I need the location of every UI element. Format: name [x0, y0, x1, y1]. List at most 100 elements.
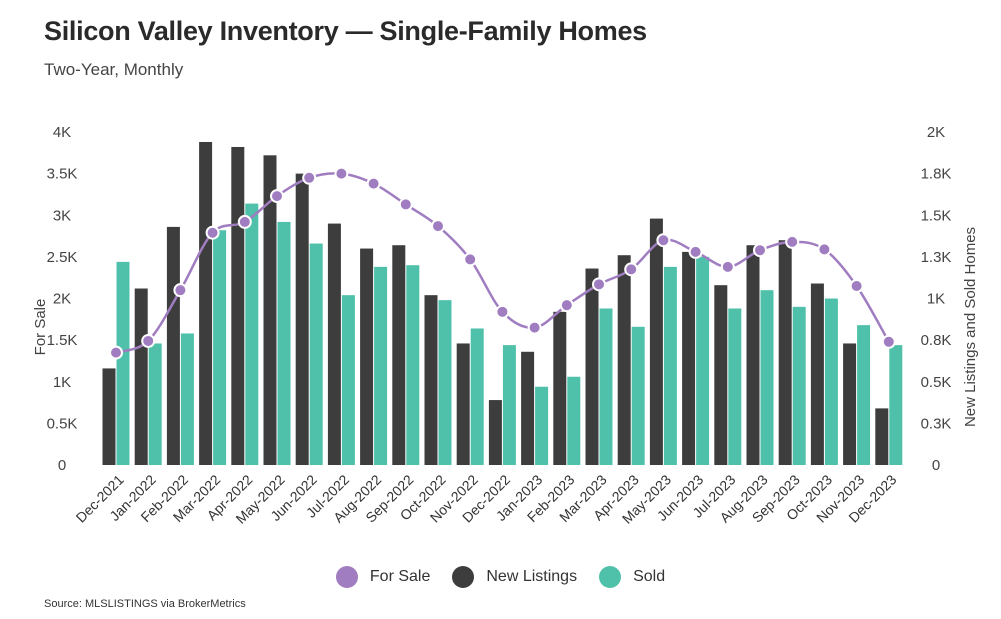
for-sale-point	[109, 345, 123, 360]
new-listings-bar	[521, 351, 535, 465]
legend-label-for-sale: For Sale	[369, 568, 431, 585]
new-listings-bar	[778, 240, 792, 465]
for-sale-point	[720, 259, 735, 274]
new-listings-bar	[231, 146, 245, 466]
for-sale-point	[398, 197, 413, 212]
for-sale-point	[624, 262, 639, 277]
new-listings-bar	[199, 141, 213, 466]
right-axis-tick-label: 1K	[927, 291, 945, 308]
legend-swatch-for-sale	[335, 566, 358, 588]
new-listings-bar	[456, 343, 470, 465]
sold-bar	[696, 256, 710, 465]
right-axis-tick-label: 0	[932, 457, 940, 474]
left-axis-tick-label: 0.5K	[47, 415, 78, 432]
new-listings-bar	[553, 311, 567, 465]
new-listings-bar	[810, 283, 824, 465]
sold-bar	[213, 230, 227, 465]
new-listings-bar	[843, 343, 857, 465]
for-sale-point	[592, 277, 606, 292]
left-axis-tick-label: 1K	[53, 374, 71, 391]
sold-bar	[728, 308, 742, 465]
right-axis-tick-label: 1.3K	[921, 249, 952, 266]
sold-bar	[148, 343, 162, 465]
for-sale-point	[366, 176, 381, 191]
sold-bar	[277, 221, 291, 465]
new-listings-bar	[263, 155, 277, 465]
new-listings-bar	[585, 268, 599, 465]
sold-bar	[245, 203, 259, 465]
for-sale-point	[495, 304, 510, 319]
for-sale-point	[785, 234, 800, 249]
new-listings-bar	[392, 245, 406, 465]
for-sale-point	[849, 279, 864, 294]
new-listings-bar	[682, 251, 696, 465]
new-listings-bar	[166, 226, 180, 465]
right-axis-tick-label: 0.3K	[921, 415, 952, 432]
for-sale-point	[527, 320, 542, 335]
sold-bar	[470, 328, 484, 465]
for-sale-point	[817, 242, 832, 257]
new-listings-bar	[714, 285, 728, 465]
new-listings-bar	[746, 245, 760, 465]
right-axis-tick-label: 0.5K	[921, 374, 952, 391]
right-axis-tick-label: 1.8K	[921, 166, 952, 183]
sold-bar	[341, 295, 355, 465]
sold-bar	[889, 345, 903, 465]
left-axis-tick-label: 1.5K	[47, 332, 78, 349]
legend-label-sold: Sold	[633, 568, 666, 585]
for-sale-point	[753, 243, 767, 258]
sold-bar	[116, 261, 130, 465]
for-sale-point	[237, 214, 252, 229]
sold-bar	[631, 326, 645, 465]
left-axis-tick-label: 2.5K	[47, 249, 78, 266]
new-listings-bar	[488, 400, 502, 465]
new-listings-bar	[134, 288, 148, 465]
new-listings-bar	[295, 173, 309, 465]
sold-bar	[663, 266, 677, 465]
for-sale-point	[302, 170, 317, 185]
new-listings-bar	[102, 368, 116, 465]
sold-bar	[309, 243, 323, 465]
chart-plot: 0 0.5K 1K 1.5K 2K 2.5K 3K 3.5K 4K 0 0.3K 0.5K 0.8K 1K…	[32, 124, 979, 527]
legend-item-for-sale[interactable]: For Sale	[335, 566, 431, 588]
legend-swatch-new-listings	[452, 566, 475, 588]
legend-label-new-listings: New Listings	[486, 568, 578, 585]
left-axis-tick-label: 4K	[53, 124, 71, 141]
right-axis-title: New Listings and Sold Homes	[962, 227, 979, 427]
for-sale-point	[559, 298, 574, 313]
for-sale-point	[431, 219, 445, 234]
sold-bar	[567, 376, 581, 465]
sold-bar	[374, 266, 388, 465]
for-sale-point	[656, 233, 671, 248]
legend-item-new-listings[interactable]: New Listings	[452, 566, 577, 588]
right-axis-tick-label: 2K	[927, 124, 945, 141]
sold-bar	[406, 265, 420, 465]
left-axis-tick-label: 0	[58, 457, 66, 474]
source-note: Source: MLSLISTINGS via BrokerMetrics	[44, 598, 246, 610]
new-listings-bar	[617, 255, 631, 465]
chart-legend: For Sale New Listings Sold	[0, 566, 1001, 588]
right-axis-tick-label: 0.8K	[921, 332, 952, 349]
new-listings-bar	[875, 408, 889, 465]
chart-title: Silicon Valley Inventory — Single-Family…	[44, 16, 647, 46]
chart-subtitle: Two-Year, Monthly	[44, 60, 184, 79]
left-axis-tick-label: 2K	[53, 291, 71, 308]
for-sale-point	[270, 189, 284, 204]
sold-bar	[438, 300, 452, 465]
left-axis-tick-label: 3K	[53, 207, 71, 224]
sold-bar	[535, 386, 549, 465]
left-axis-tick-label: 3.5K	[47, 166, 78, 183]
sold-bar	[760, 290, 774, 465]
legend-swatch-sold	[599, 566, 622, 588]
right-axis-tick-label: 1.5K	[921, 207, 952, 224]
sold-bar	[502, 345, 516, 465]
new-listings-bar	[649, 218, 663, 465]
for-sale-point	[205, 225, 220, 240]
legend-item-sold[interactable]: Sold	[599, 566, 665, 588]
new-listings-bar	[360, 248, 374, 465]
for-sale-point	[463, 252, 478, 267]
left-axis-title: For Sale	[32, 299, 49, 356]
for-sale-point	[173, 283, 188, 298]
for-sale-point	[334, 166, 349, 181]
sold-bar	[792, 306, 806, 465]
